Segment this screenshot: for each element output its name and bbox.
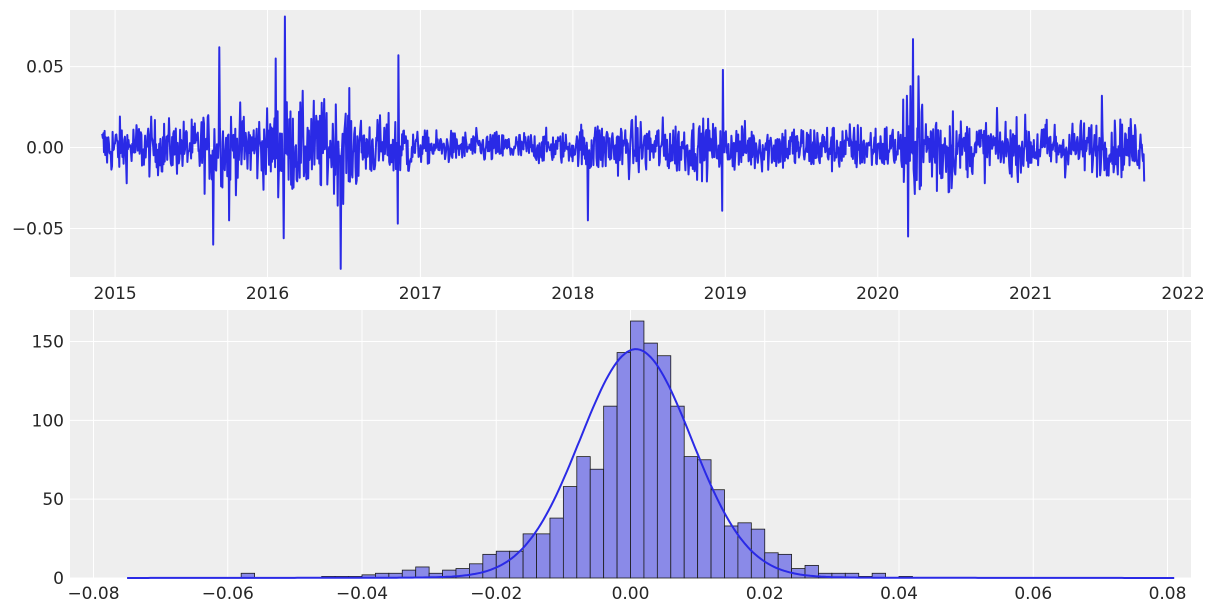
- bottom-x-tick-labels: −0.08 −0.06 −0.04 −0.02 0.00 0.02 0.04 0.06 0.08: [67, 584, 1186, 604]
- returns-time-series-plot: 2015 2016 2017 2018 2019 2020 2021 2022 −0.05 0.…: [12, 10, 1205, 304]
- top-x-tick-label: 2017: [399, 284, 442, 304]
- bottom-x-tick-label: 0.08: [1149, 584, 1187, 604]
- histogram-bar: [616, 352, 631, 579]
- histogram-bar: [576, 456, 591, 579]
- top-x-tick-label: 2015: [93, 284, 136, 304]
- histogram-bar: [710, 489, 725, 579]
- returns-histogram-plot: −0.08 −0.06 −0.04 −0.02 0.00 0.02 0.04 0.06 0.08…: [32, 310, 1191, 604]
- top-x-tick-labels: 2015 2016 2017 2018 2019 2020 2021 2022: [93, 284, 1204, 304]
- top-x-tick-label: 2020: [856, 284, 899, 304]
- histogram-bar: [482, 553, 497, 579]
- top-x-tick-label: 2019: [704, 284, 747, 304]
- histogram-bar: [670, 405, 685, 579]
- top-y-tick-labels: −0.05 0.00 0.05: [12, 58, 64, 240]
- histogram-bar: [603, 405, 618, 579]
- histogram-bar: [683, 456, 699, 579]
- bottom-y-tick-label: 150: [32, 333, 64, 353]
- top-x-tick-label: 2022: [1161, 284, 1204, 304]
- histogram-bar: [737, 522, 752, 579]
- histogram-bar: [562, 486, 578, 579]
- histogram-bar: [643, 342, 658, 579]
- bottom-y-tick-label: 100: [32, 411, 64, 431]
- histogram-bar: [589, 468, 605, 579]
- top-y-tick-label: 0.00: [26, 139, 64, 159]
- histogram-bar: [777, 553, 793, 579]
- bottom-x-tick-label: −0.08: [67, 584, 119, 604]
- bottom-y-tick-labels: 0 50 100 150: [32, 333, 64, 589]
- returns-line: [101, 15, 1146, 270]
- histogram-bar: [656, 355, 672, 579]
- top-x-tick-label: 2018: [551, 284, 594, 304]
- histogram-bar: [549, 517, 564, 579]
- histogram-bar: [724, 525, 739, 579]
- kde-curve: [127, 348, 1175, 579]
- bottom-x-tick-label: −0.06: [202, 584, 254, 604]
- top-y-tick-label: −0.05: [12, 219, 64, 239]
- bottom-x-tick-label: −0.02: [470, 584, 522, 604]
- bottom-x-tick-label: 0.02: [746, 584, 784, 604]
- top-x-tick-label: 2021: [1009, 284, 1052, 304]
- bottom-x-tick-label: 0.00: [612, 584, 650, 604]
- bottom-x-tick-label: −0.04: [336, 584, 388, 604]
- histogram-bar: [468, 563, 484, 579]
- histogram-bar: [415, 566, 430, 579]
- histogram-bar: [536, 533, 551, 579]
- bottom-x-tick-label: 0.04: [880, 584, 918, 604]
- histogram-bar: [630, 320, 645, 579]
- top-x-tick-label: 2016: [246, 284, 289, 304]
- bottom-y-tick-label: 0: [53, 569, 64, 589]
- bottom-x-tick-label: 0.06: [1014, 584, 1052, 604]
- bottom-y-tick-label: 50: [42, 490, 64, 510]
- top-y-tick-label: 0.05: [26, 58, 64, 78]
- histogram-bar: [697, 459, 712, 579]
